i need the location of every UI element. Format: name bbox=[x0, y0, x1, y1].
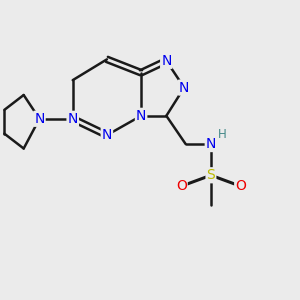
Text: O: O bbox=[176, 179, 187, 193]
Text: S: S bbox=[207, 168, 215, 182]
Text: N: N bbox=[161, 54, 172, 68]
Text: N: N bbox=[102, 128, 112, 142]
Text: N: N bbox=[68, 112, 78, 126]
Text: N: N bbox=[136, 109, 146, 123]
Text: N: N bbox=[206, 137, 216, 151]
Text: N: N bbox=[34, 112, 45, 126]
Text: N: N bbox=[179, 81, 189, 94]
Text: H: H bbox=[218, 128, 226, 141]
Text: O: O bbox=[235, 179, 246, 193]
